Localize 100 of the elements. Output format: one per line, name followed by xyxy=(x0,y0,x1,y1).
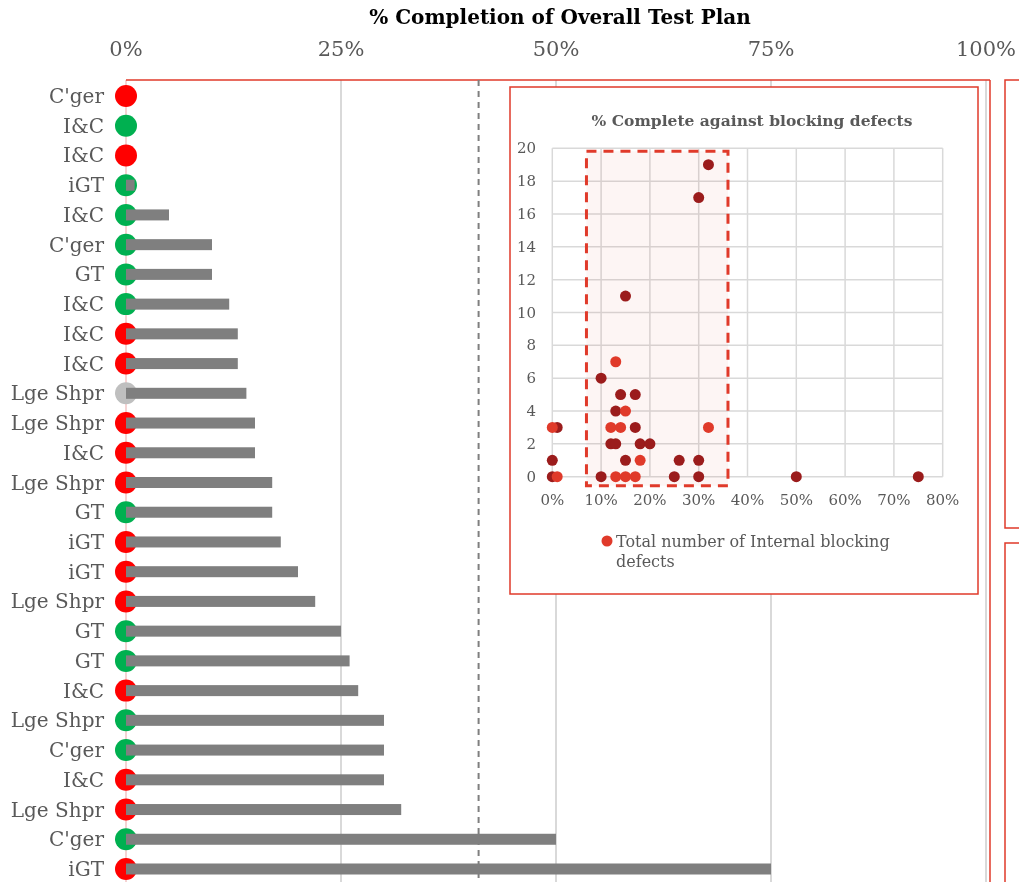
x-tick-label: 60% xyxy=(828,491,862,509)
x-tick-label: 80% xyxy=(926,491,960,509)
x-tick-label: 0% xyxy=(109,37,143,61)
y-tick-label: C'ger xyxy=(49,84,105,108)
x-tick-label: 40% xyxy=(730,491,765,509)
x-tick-label: 20% xyxy=(633,491,667,509)
x-tick-label: 10% xyxy=(584,491,618,509)
bar xyxy=(126,387,247,399)
x-tick-label: 50% xyxy=(779,491,813,509)
y-tick-label: GT xyxy=(74,648,105,673)
point xyxy=(620,471,631,483)
point xyxy=(551,471,563,483)
point xyxy=(702,421,714,433)
point xyxy=(644,438,656,450)
y-tick-label: iGT xyxy=(68,173,105,198)
point xyxy=(912,471,924,483)
point xyxy=(620,454,631,466)
y-tick-label: iGT xyxy=(68,559,105,584)
y-tick-label: Lge Shpr xyxy=(10,797,105,822)
bar xyxy=(126,655,350,667)
y-tick-label: GT xyxy=(74,262,105,287)
y-tick-label: I&C xyxy=(62,143,104,168)
point xyxy=(546,454,558,466)
point xyxy=(668,471,680,483)
bar xyxy=(126,179,135,191)
bar xyxy=(126,685,359,697)
y-tick-label: C'ger xyxy=(49,232,105,257)
y-tick-label: GT xyxy=(74,619,105,644)
bar xyxy=(126,358,238,370)
point xyxy=(615,389,627,401)
y-tick-label: GT xyxy=(74,500,105,525)
point xyxy=(702,159,714,171)
y-tick-label: I&C xyxy=(62,440,104,465)
y-tick-label: 6 xyxy=(526,369,536,388)
legend-label: Total number of Internal blocking defects xyxy=(616,532,890,571)
y-tick-label: I&C xyxy=(62,292,104,317)
y-tick-label: I&C xyxy=(62,678,104,703)
point xyxy=(790,471,802,483)
y-tick-label: C'ger xyxy=(49,827,105,852)
point xyxy=(673,454,685,466)
point xyxy=(615,421,627,433)
y-tick-label: I&C xyxy=(62,202,104,227)
bar xyxy=(126,744,384,756)
point xyxy=(693,471,705,483)
bar xyxy=(126,506,273,518)
bar xyxy=(126,417,255,429)
bar xyxy=(126,477,273,488)
y-tick-label: Lge Shpr xyxy=(10,411,105,436)
point xyxy=(693,192,705,204)
x-tick-label: 30% xyxy=(682,491,716,509)
point xyxy=(605,421,617,433)
point xyxy=(629,389,641,401)
bar xyxy=(126,774,384,786)
x-tick-label: 70% xyxy=(877,491,911,509)
y-tick-label: I&C xyxy=(62,351,104,376)
y-tick-label: Lge Shpr xyxy=(10,470,105,495)
point xyxy=(693,454,705,466)
y-tick-label: 18 xyxy=(516,172,536,191)
bar xyxy=(126,804,402,816)
point xyxy=(610,471,622,483)
bar xyxy=(126,298,230,310)
y-tick-label: Lge Shpr xyxy=(10,708,105,733)
point xyxy=(629,421,641,433)
x-tick-label: 75% xyxy=(747,37,795,61)
point xyxy=(620,405,631,417)
y-tick-label: Lge Shpr xyxy=(10,589,105,614)
y-tick-label: 12 xyxy=(516,270,536,289)
y-tick-label: iGT xyxy=(68,529,105,554)
point xyxy=(610,405,622,417)
point xyxy=(634,438,646,450)
bar xyxy=(126,566,298,578)
bar xyxy=(126,595,316,607)
bar xyxy=(126,209,169,221)
y-tick-label: iGT xyxy=(68,857,105,881)
y-tick-label: 14 xyxy=(516,237,536,256)
point xyxy=(610,356,622,368)
y-tick-label: I&C xyxy=(62,321,104,346)
y-tick-label: Lge Shpr xyxy=(10,381,105,406)
bar xyxy=(126,714,384,726)
point xyxy=(546,421,558,433)
y-tick-label: 16 xyxy=(516,204,536,223)
point xyxy=(595,471,607,483)
y-tick-label: 20 xyxy=(516,139,536,158)
x-tick-label: 100% xyxy=(955,37,1017,61)
chart-title: % Completion of Overall Test Plan xyxy=(369,5,752,29)
y-tick-label: I&C xyxy=(62,113,104,138)
point xyxy=(634,454,646,466)
x-tick-label: 50% xyxy=(532,37,580,61)
y-tick-label: 4 xyxy=(526,402,536,421)
y-tick-label: 0 xyxy=(526,467,536,486)
bar xyxy=(126,625,341,637)
y-tick-label: I&C xyxy=(62,767,104,792)
point xyxy=(595,372,607,384)
bar xyxy=(126,268,212,280)
x-tick-label: 25% xyxy=(317,37,365,61)
bar xyxy=(126,239,212,251)
point xyxy=(620,290,631,302)
point xyxy=(629,471,641,483)
y-tick-label: 2 xyxy=(526,434,536,453)
chart-title: % Complete against blocking defects xyxy=(591,111,913,130)
